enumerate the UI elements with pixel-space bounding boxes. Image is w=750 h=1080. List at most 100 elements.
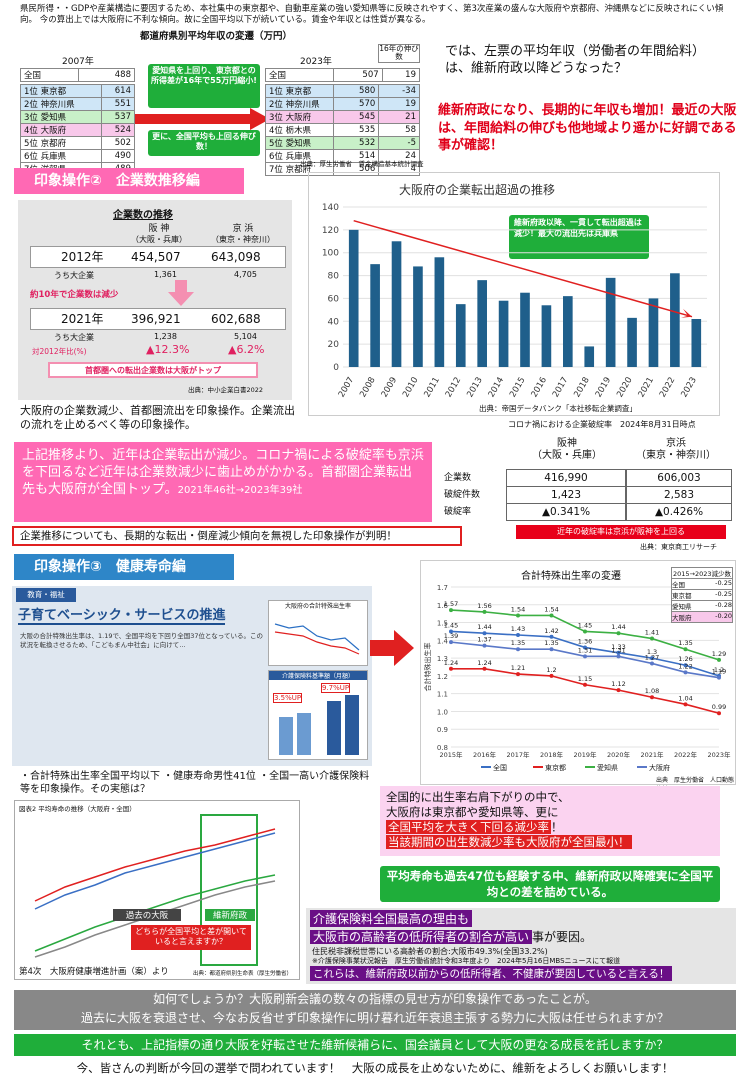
data-label: 1.41 (645, 629, 659, 637)
enterprise-table-title: 企業数の推移 (113, 210, 173, 221)
y-tick-label: 0.8 (437, 744, 448, 752)
data-label: 1.43 (511, 625, 525, 633)
cell: -0.20 (715, 612, 732, 620)
data-point (549, 613, 554, 618)
ishin-highlight-box (200, 814, 258, 966)
cell: 532 (332, 136, 380, 150)
cell: 58 (378, 123, 420, 137)
col-hanshin: 阪 神（大阪・兵庫） (124, 224, 194, 246)
bar (648, 298, 659, 367)
bk-label: 破綻率 (444, 507, 472, 517)
data-label: 1.57 (444, 600, 458, 608)
cell: 614 (101, 84, 135, 98)
x-tick-label: 2018 (572, 376, 591, 400)
cell: 5位 京都府 (19, 136, 103, 150)
bankruptcy-source: 出典：東京商工リサーチ (640, 543, 717, 551)
bar (348, 229, 359, 367)
l2012-hanshin: 1,361 (154, 270, 177, 279)
cell: 3位 大阪府 (265, 110, 334, 124)
cell: 507 (333, 68, 383, 82)
cell: 愛知県 (672, 603, 692, 611)
y-tick-label: 60 (328, 294, 340, 304)
data-point (683, 663, 688, 668)
data-label: 1.29 (712, 650, 726, 658)
bar (691, 319, 702, 367)
bar (297, 713, 311, 755)
data-label: 1.24 (477, 659, 491, 667)
right-arrow-icon (135, 108, 270, 130)
data-label: 1.3 (647, 648, 657, 656)
wage-table-2023: 全国 507 19 (265, 68, 421, 82)
mini-line-chart (274, 623, 360, 655)
bk-label: 企業数 (444, 473, 472, 483)
section2-conclusion: 企業推移についても、長期的な転出・倒産減少傾向を無視した印象操作が判明！ (12, 526, 462, 546)
col-keihin-label: 京 浜 (232, 224, 254, 234)
ratio-hanshin: ▲12.3% (146, 343, 190, 356)
pink-small: 2021年46社→2023年39社 (177, 484, 303, 496)
data-point (616, 650, 621, 655)
x-tick-label: 2020 (615, 376, 634, 400)
trend-arrow-line (353, 219, 693, 318)
x-tick-label: 2016 (530, 376, 549, 400)
x-tick-label: 2019年 (573, 750, 597, 759)
data-point (583, 629, 587, 634)
data-point (616, 654, 621, 659)
nursing-box: 介護保険料全国最高の理由も 大阪市の高齢者の低所得者の割合が高い 事が要因。 住民… (306, 908, 736, 984)
badge-1: 3.5%UP (273, 693, 303, 703)
data-label: 1.39 (444, 632, 458, 640)
childcare-tag: 教育・福祉 (16, 588, 76, 602)
pink-text-box: 上記推移より、近年は企業転出が減少。コロナ禍による破綻率も京浜を下回るなど近年は… (14, 442, 432, 522)
bar (584, 346, 595, 367)
l2021-hanshin: 1,238 (154, 332, 177, 341)
bar (670, 273, 680, 367)
cell: 5位 愛知県 (265, 136, 334, 150)
trend-arrow-head (681, 308, 693, 318)
x-tick-label: 2017年 (506, 750, 530, 759)
reduction-title: 2015→2023減少数 (672, 570, 732, 579)
data-label: 1.45 (578, 621, 592, 629)
y-tick-label: 1.3 (437, 655, 448, 663)
birth-line-2: 大阪府は東京都や愛知県等、更に (386, 804, 559, 819)
birth-line-1: 全国的に出生率右肩下がりの中で、 (386, 790, 570, 804)
data-point (516, 613, 520, 618)
x-tick-label: 2009 (380, 376, 399, 400)
bar (455, 304, 466, 367)
birth-text-box: 全国的に出生率右肩下がりの中で、 大阪府は東京都や愛知県等、更に 全国平均を大き… (380, 786, 720, 856)
birth-line-chart: 0.8 0.9 1.0 1.1 1.2 1.3 1.4 1.5 1.6 1.7 2015年 2016年… (423, 584, 731, 772)
bk-cell: 1,423 (507, 487, 625, 504)
year-2007-label: 2007年 (62, 57, 94, 67)
wage-question: では、左票の平均年収（労働者の年間給料）は、維新府政以降どうなった？ (445, 44, 706, 76)
data-label: 1.08 (645, 687, 659, 695)
data-label: 1.44 (477, 623, 491, 631)
arrow-note-2: 更に、全国平均も上回る伸び数！ (148, 130, 260, 156)
cell: -34 (378, 84, 420, 98)
y-tick-label: 1.1 (437, 691, 448, 699)
x-tick-label: 2018年 (540, 750, 564, 759)
badge-2: 9.7%UP (321, 683, 351, 693)
data-label: 1.2 (714, 666, 724, 674)
data-label: 1.35 (544, 639, 558, 647)
data-point (516, 647, 520, 652)
l2012-keihin: 4,705 (234, 270, 257, 279)
outflow-chart-note: 維新府政以降、一貫して転出超過は減少！最大の流出先は兵庫県 (509, 215, 649, 259)
data-point (583, 682, 587, 687)
childcare-panel: 教育・福祉 子育てベーシック・サービスの推進 大阪の合計特殊出生率は、1.19で… (12, 586, 372, 766)
data-point (549, 647, 554, 652)
pink-text: 上記推移より、近年は企業転出が減少。コロナ禍による破綻率も京浜を下回るなど近年は… (22, 448, 424, 497)
data-point (717, 657, 721, 662)
cell: 488 (77, 68, 136, 82)
data-label: 0.99 (712, 703, 726, 711)
row-2012: 2012年 454,507 643,098 (30, 246, 286, 268)
data-point (650, 695, 654, 700)
y-tick-label: 1.6 (437, 602, 449, 610)
past-osaka-label: 過去の大阪 (113, 909, 181, 921)
bar (605, 277, 616, 367)
bk-cell: ▲0.341% (541, 506, 591, 518)
v2012-hanshin: 454,507 (131, 250, 181, 264)
y-tick-label: 1.4 (437, 637, 449, 645)
cell: 全国 (672, 581, 685, 589)
bar (327, 701, 341, 755)
y-tick-label: 140 (322, 203, 339, 213)
bk-hanshin-sub: （大阪・兵庫） (532, 450, 602, 461)
